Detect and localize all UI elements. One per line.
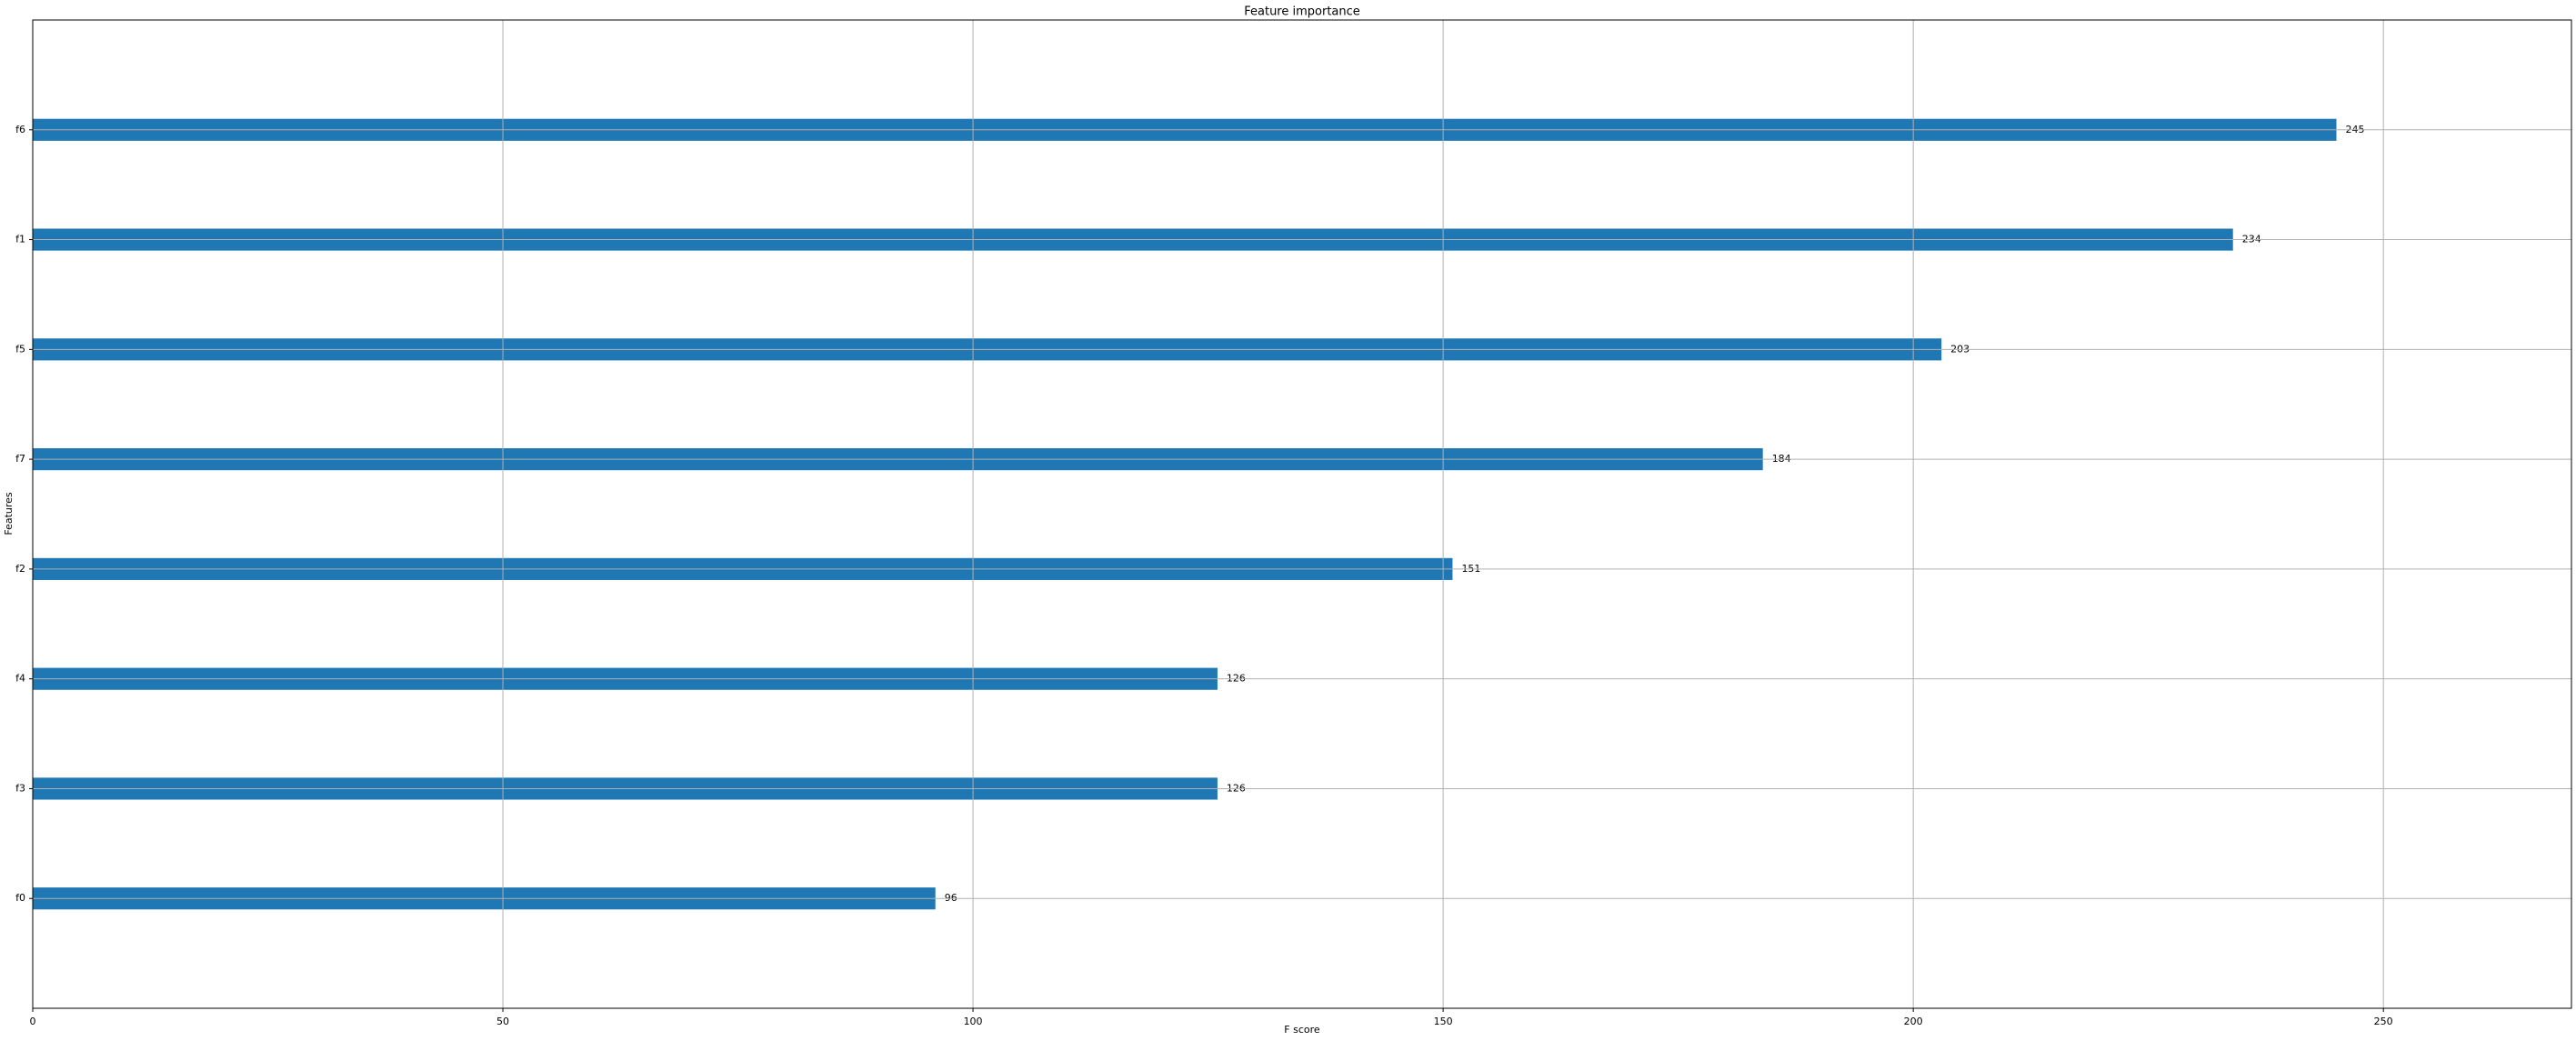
y-tick-label: f5	[15, 343, 25, 355]
plot-frame	[32, 19, 2572, 1009]
y-tick-label: f2	[15, 563, 25, 575]
x-tick-label: 200	[1904, 1016, 1923, 1027]
x-tick-label: 250	[2374, 1016, 2393, 1027]
x-tick-label: 150	[1434, 1016, 1453, 1027]
x-tick-label: 0	[30, 1016, 36, 1027]
x-tick-label: 50	[496, 1016, 509, 1027]
y-tick-label: f6	[15, 124, 25, 135]
x-axis-label: F score	[1284, 1024, 1320, 1036]
chart-title: Feature importance	[1244, 5, 1360, 19]
y-axis-label: Features	[3, 492, 15, 536]
y-tick-label: f7	[15, 453, 25, 465]
y-tick-label: f4	[15, 673, 25, 685]
x-tick-label: 100	[964, 1016, 983, 1027]
y-tick-label: f1	[15, 234, 25, 245]
y-tick-label: f0	[15, 892, 25, 904]
y-tick-label: f3	[15, 782, 25, 794]
